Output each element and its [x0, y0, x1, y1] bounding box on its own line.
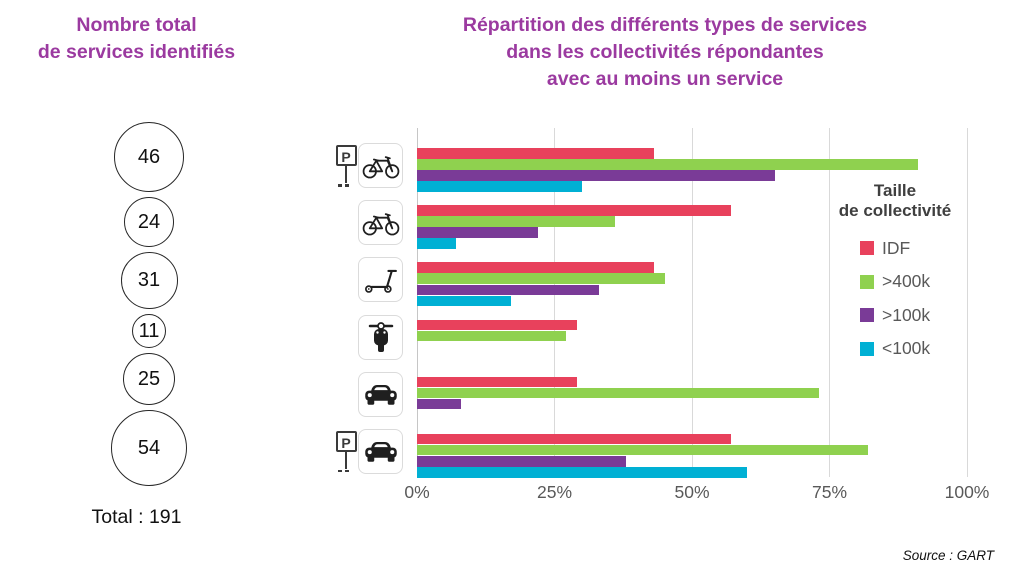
- parking-sign-letter: P: [335, 430, 357, 452]
- bubble-value: 25: [137, 367, 161, 390]
- bubble-11: 11: [132, 314, 166, 348]
- bubble-54: 54: [111, 410, 187, 486]
- category-icon-box: [358, 200, 403, 246]
- legend-item-<100k: <100k: [860, 338, 931, 358]
- bubble-column: 46 24 31 11 25 54: [74, 122, 224, 486]
- car-icon: [364, 385, 397, 405]
- legend-item->100k: >100k: [860, 304, 931, 325]
- bubble-24: 24: [124, 197, 174, 247]
- bubble-31: 31: [120, 252, 178, 309]
- parking-sign-base: [338, 184, 350, 187]
- category-icon-box: [358, 143, 403, 188]
- total-label: Total : 191: [91, 506, 182, 528]
- legend-item->400k: >400k: [860, 271, 931, 291]
- bubble-value: 11: [138, 319, 160, 342]
- legend-label: >100k: [882, 304, 931, 325]
- left-panel-title: Nombre total de services identifiés: [14, 12, 259, 66]
- bubble-value: 46: [137, 145, 161, 168]
- x-tick-label: 50%: [674, 482, 710, 502]
- bar-stationnement-velo-<100k: [417, 181, 582, 192]
- bar-voiture-partagee->100k: [417, 398, 461, 410]
- bar-trottinette->100k: [417, 284, 599, 296]
- chart-title-line2: dans les collectivités répondantes: [506, 41, 824, 63]
- bar-scooter-moto->400k: [417, 330, 566, 342]
- gridline-75%: [829, 128, 830, 477]
- bar-trottinette-IDF: [417, 262, 654, 273]
- legend-title: Taille de collectivité: [820, 181, 970, 221]
- bar-group-trottinette: [358, 252, 967, 309]
- parking-sign-base: [338, 469, 350, 473]
- bar-velo-libre-service->100k: [417, 227, 538, 238]
- bar-voiture-partagee->400k: [417, 387, 819, 399]
- bar-velo-libre-service->400k: [417, 216, 615, 227]
- legend-label: IDF: [882, 237, 911, 258]
- legend-title-line2: de collectivité: [838, 201, 952, 220]
- bar-group-stationnement-voiture: P: [335, 424, 967, 481]
- parking-sign-icon: P: [334, 145, 358, 189]
- legend-title-line1: Taille: [873, 181, 917, 200]
- gridline-50%: [691, 128, 693, 477]
- bar-group-scooter-moto: [358, 310, 967, 367]
- parking-sign-letter: P: [335, 145, 357, 166]
- moped-icon: [368, 322, 393, 352]
- bar-scooter-moto-IDF: [417, 319, 577, 330]
- category-icon-box: [358, 314, 403, 360]
- bar-velo-libre-service-IDF: [417, 205, 731, 216]
- bar-trottinette-<100k: [417, 295, 511, 307]
- x-tick-label: 0%: [404, 482, 430, 502]
- x-tick-label: 100%: [944, 482, 990, 502]
- bicycle-icon: [362, 212, 399, 236]
- legend-label: <100k: [882, 338, 931, 358]
- legend-item-IDF: IDF: [860, 237, 911, 258]
- legend-swatch: [860, 341, 874, 356]
- bubble-value: 54: [137, 436, 161, 459]
- bar-stationnement-voiture->400k: [417, 444, 868, 456]
- x-tick-label: 25%: [536, 482, 573, 502]
- bar-group-velo-libre-service: [358, 195, 967, 252]
- legend-swatch: [860, 308, 874, 322]
- legend-label: >400k: [882, 271, 931, 291]
- bar-stationnement-velo->100k: [417, 170, 775, 181]
- legend-swatch: [860, 241, 874, 255]
- gridline-25%: [554, 128, 555, 477]
- source-credit: Source : GART: [902, 548, 994, 563]
- car-icon: [364, 442, 397, 463]
- bubble-25: 25: [123, 353, 175, 405]
- category-icon-box: [358, 371, 403, 417]
- legend-swatch: [860, 274, 874, 289]
- chart-title: Répartition des différents types de serv…: [360, 12, 970, 93]
- bicycle-icon: [362, 155, 399, 178]
- bar-velo-libre-service-<100k: [417, 238, 456, 249]
- kick-scooter-icon: [364, 269, 397, 293]
- bar-voiture-partagee-IDF: [417, 376, 577, 388]
- chart-title-line1: Répartition des différents types de serv…: [462, 14, 868, 36]
- bar-group-voiture-partagee: [358, 367, 967, 424]
- bar-stationnement-voiture-IDF: [417, 433, 731, 445]
- bubble-value: 24: [137, 210, 161, 233]
- bar-stationnement-voiture->100k: [417, 456, 626, 467]
- bar-trottinette->400k: [417, 273, 665, 284]
- plot-area: 0% 25% 50% 75% 100% P P: [335, 128, 989, 502]
- bar-stationnement-voiture-<100k: [417, 467, 747, 478]
- left-panel-title-line1: Nombre total: [76, 14, 197, 36]
- bubble-value: 31: [137, 269, 161, 291]
- parking-sign-post: [344, 166, 348, 183]
- gridline-100%: [966, 128, 968, 477]
- parking-sign-icon: P: [334, 430, 358, 475]
- bubble-46: 46: [114, 122, 184, 192]
- bar-group-stationnement-velo: P: [335, 138, 967, 195]
- category-icon-box: [358, 428, 403, 474]
- parking-sign-post: [344, 451, 348, 469]
- bar-stationnement-velo-IDF: [417, 148, 654, 159]
- chart-title-line3: avec au moins un service: [546, 68, 784, 90]
- left-panel-title-line2: de services identifiés: [37, 41, 236, 63]
- x-tick-label: 75%: [811, 482, 848, 502]
- bar-stationnement-velo->400k: [417, 159, 918, 170]
- category-icon-box: [358, 257, 403, 303]
